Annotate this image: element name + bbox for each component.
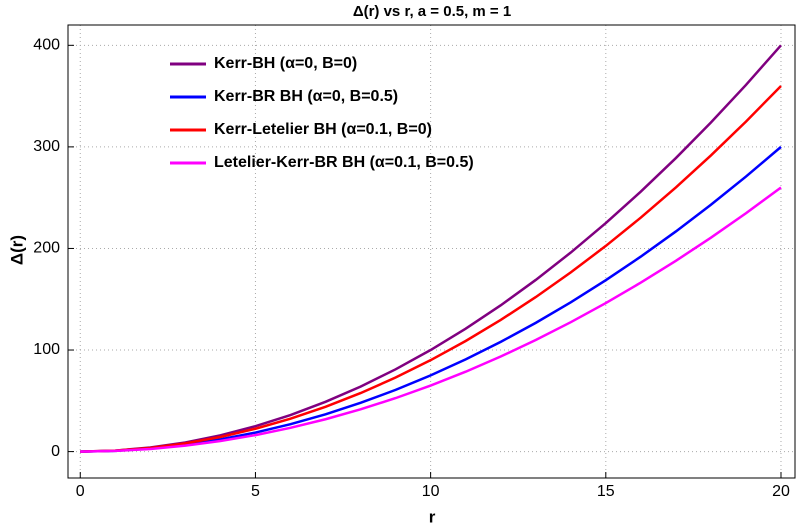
y-tick-label: 400 — [33, 37, 60, 54]
line-series — [80, 85, 782, 453]
x-tick-label: 5 — [251, 483, 260, 500]
legend-label: Kerr-Letelier BH (α=0.1, B=0) — [214, 121, 432, 138]
x-tick-label: 0 — [76, 483, 85, 500]
plot-frame — [67, 24, 796, 479]
y-axis-label: Δ(r) — [7, 235, 26, 265]
y-tick-label: 200 — [33, 240, 60, 257]
y-tick-label: 300 — [33, 138, 60, 155]
x-tick-label: 10 — [422, 483, 440, 500]
x-axis-label: r — [429, 507, 436, 526]
line-series — [80, 186, 782, 453]
legend-label: Letelier-Kerr-BR BH (α=0.1, B=0.5) — [214, 154, 474, 171]
legend-label: Kerr-BR BH (α=0, B=0.5) — [214, 88, 398, 105]
y-tick-label: 0 — [51, 443, 60, 460]
y-tick-label: 100 — [33, 341, 60, 358]
line-series — [80, 44, 782, 453]
legend-label: Kerr-BH (α=0, B=0) — [214, 55, 357, 72]
chart-title: Δ(r) vs r, a = 0.5, m = 1 — [353, 3, 511, 20]
x-tick-label: 15 — [597, 483, 615, 500]
x-tick-label: 20 — [772, 483, 790, 500]
